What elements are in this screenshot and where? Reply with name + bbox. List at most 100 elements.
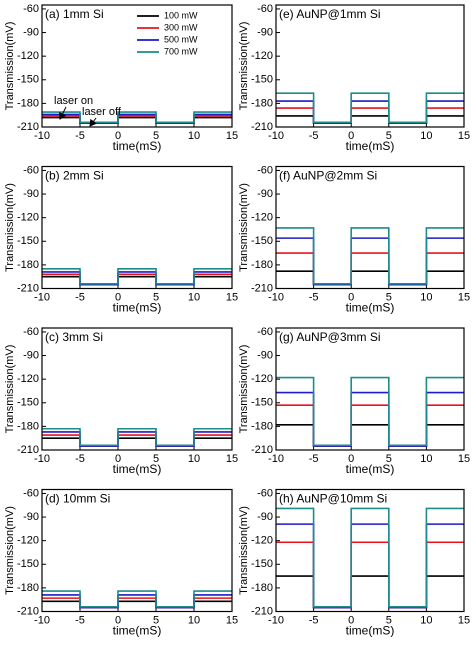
y-tick-label: -90 [257,26,273,38]
y-tick-label: -150 [17,397,39,409]
x-axis-label: time(mS) [346,624,395,638]
x-tick-label: 15 [458,453,470,465]
x-tick-label: -5 [309,291,319,303]
data-line [42,434,232,447]
plot-frame [275,165,465,290]
legend-label: 700 mW [164,46,198,56]
data-line [276,523,464,609]
y-tick-label: -150 [17,74,39,86]
y-tick-label: -90 [23,349,39,361]
y-axis-label: Transmission(mV) [4,22,16,111]
data-line [42,268,232,285]
y-tick-label: -60 [23,487,39,499]
data-line [276,227,464,285]
y-tick-label: -210 [251,444,273,456]
y-tick-label: -150 [251,397,273,409]
data-line [276,237,464,286]
y-tick-label: -150 [251,558,273,570]
y-tick-label: -60 [23,3,39,15]
y-tick-label: -60 [257,3,273,15]
x-tick-label: 0 [115,130,121,142]
x-tick-label: -5 [309,130,319,142]
x-tick-label: 15 [458,614,470,626]
x-tick-label: 0 [115,614,121,626]
y-tick-label: -60 [257,164,273,176]
data-line [276,270,464,286]
x-tick-label: 5 [386,291,392,303]
x-tick-label: 0 [115,291,121,303]
x-tick-label: -5 [75,130,85,142]
x-axis-label: time(mS) [113,624,162,638]
plot-frame [41,488,233,613]
x-axis-label: time(mS) [346,462,395,476]
x-tick-label: 15 [226,453,238,465]
y-tick-label: -90 [23,26,39,38]
y-tick-label: -60 [23,326,39,338]
y-tick-label: -120 [251,535,273,547]
data-line [276,252,464,286]
y-tick-label: -120 [17,373,39,385]
legend-label: 100 mW [164,10,198,20]
data-line [42,437,232,447]
x-tick-label: 5 [386,614,392,626]
x-tick-label: -5 [309,614,319,626]
y-tick-label: -150 [251,74,273,86]
x-tick-label: -5 [75,453,85,465]
x-tick-label: 10 [420,291,432,303]
x-tick-label: 10 [188,453,200,465]
annotation: laser on [54,95,93,107]
x-tick-label: 15 [226,614,238,626]
y-tick-label: -60 [23,164,39,176]
x-tick-label: 15 [226,130,238,142]
y-axis-label: Transmission(mV) [238,183,250,272]
y-tick-label: -120 [17,212,39,224]
annotation: laser off [82,106,122,118]
plot-frame [41,165,233,290]
annotation-arrow [59,106,67,120]
data-line [42,273,232,286]
x-tick-label: 10 [420,130,432,142]
panel-title: (e) AuNP@1mm Si [279,7,381,21]
y-tick-label: -210 [251,282,273,294]
x-tick-label: 5 [153,453,159,465]
x-tick-label: -5 [75,614,85,626]
y-tick-label: -60 [257,326,273,338]
x-tick-label: 0 [348,291,354,303]
y-tick-label: -210 [17,121,39,133]
data-line [276,376,464,447]
x-tick-label: 5 [153,614,159,626]
y-tick-label: -210 [251,605,273,617]
y-tick-label: -180 [17,97,39,109]
x-tick-label: 0 [348,614,354,626]
x-axis-label: time(mS) [113,301,162,315]
x-tick-label: 10 [188,614,200,626]
data-line [276,575,464,609]
x-tick-label: -5 [75,291,85,303]
x-tick-label: 10 [188,130,200,142]
y-tick-label: -90 [257,349,273,361]
x-tick-label: 10 [420,614,432,626]
data-line [276,541,464,609]
y-tick-label: -210 [17,444,39,456]
x-tick-label: 10 [188,291,200,303]
x-tick-label: -10 [268,130,284,142]
x-tick-label: 15 [458,291,470,303]
legend-label: 500 mW [164,34,198,44]
y-axis-label: Transmission(mV) [238,506,250,595]
x-tick-label: -10 [268,291,284,303]
x-axis-label: time(mS) [113,462,162,476]
y-axis-label: Transmission(mV) [4,506,16,595]
x-axis-label: time(mS) [346,139,395,153]
data-line [276,100,464,124]
data-line [42,427,232,447]
y-tick-label: -150 [17,558,39,570]
data-line [276,391,464,447]
plot-frame [275,4,465,128]
y-tick-label: -120 [251,373,273,385]
data-line [42,590,232,608]
legend-label: 300 mW [164,22,198,32]
x-axis-label: time(mS) [113,139,162,153]
y-tick-label: -210 [251,121,273,133]
y-tick-label: -90 [23,511,39,523]
